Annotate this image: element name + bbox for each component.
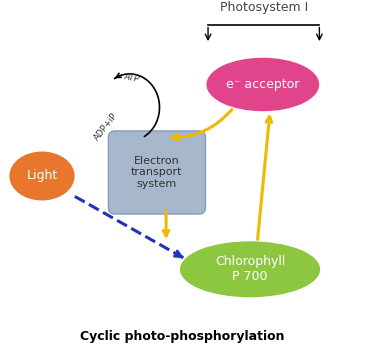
FancyBboxPatch shape [108,131,205,214]
Text: ADP+iP: ADP+iP [92,111,119,142]
Ellipse shape [10,152,74,200]
Text: Light: Light [26,170,58,182]
Ellipse shape [207,58,318,111]
Text: Cyclic photo-phosphorylation: Cyclic photo-phosphorylation [80,330,285,343]
Text: Chlorophyll
P 700: Chlorophyll P 700 [215,255,285,283]
Text: e⁻ acceptor: e⁻ acceptor [226,78,300,91]
Text: Electron
transport
system: Electron transport system [131,156,183,189]
Text: ATP: ATP [123,72,140,83]
Ellipse shape [181,242,319,296]
Text: Photosystem I: Photosystem I [220,1,308,14]
